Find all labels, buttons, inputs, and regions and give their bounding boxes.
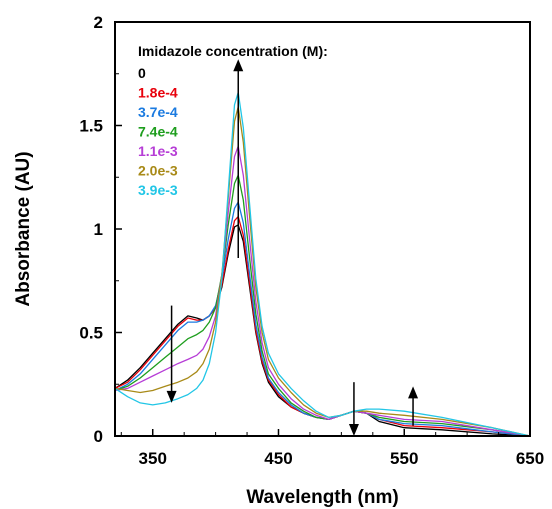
series-line-5 <box>114 106 531 437</box>
legend-entry: 3.7e-4 <box>138 104 178 120</box>
y-tick-label: 0.5 <box>79 324 103 343</box>
y-tick-label: 2 <box>94 13 103 32</box>
arrow-head <box>408 386 419 399</box>
axis-tick-labels: 350 450 550 650 0 0.5 1 1.5 2 <box>79 13 544 468</box>
legend: Imidazole concentration (M): 0 1.8e-4 3.7e… <box>138 43 328 198</box>
y-tick-label: 0 <box>94 427 103 446</box>
series-line-4 <box>114 145 531 437</box>
x-tick-label: 550 <box>390 449 418 468</box>
legend-entry: 7.4e-4 <box>138 124 178 140</box>
arrow-head <box>233 59 244 72</box>
y-tick-label: 1 <box>94 220 103 239</box>
series-line-3 <box>114 174 531 437</box>
x-axis-title: Wavelength (nm) <box>246 487 398 508</box>
legend-title: Imidazole concentration (M): <box>138 43 328 59</box>
annotation-arrows <box>166 59 419 436</box>
legend-entry: 0 <box>138 65 146 81</box>
series-line-1 <box>114 215 531 437</box>
legend-entry: 3.9e-3 <box>138 182 178 198</box>
arrow-head <box>166 390 177 403</box>
legend-entry: 1.1e-3 <box>138 143 178 159</box>
x-tick-label: 450 <box>264 449 292 468</box>
legend-entry: 1.8e-4 <box>138 85 178 101</box>
arrow-head <box>348 424 359 436</box>
plot-lines <box>114 91 531 437</box>
x-tick-label: 350 <box>139 449 167 468</box>
series-line-6 <box>114 91 531 437</box>
axis-ticks <box>115 21 531 437</box>
series-line-2 <box>114 201 531 437</box>
y-axis-title: Absorbance (AU) <box>13 151 34 306</box>
y-tick-label: 1.5 <box>79 117 103 136</box>
x-tick-label: 650 <box>516 449 544 468</box>
legend-entry: 2.0e-3 <box>138 163 178 179</box>
